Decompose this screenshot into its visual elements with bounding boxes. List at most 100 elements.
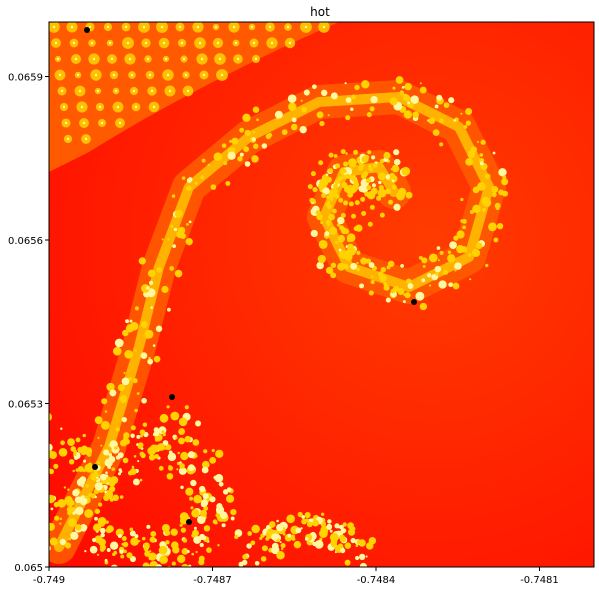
filament-dot bbox=[301, 106, 307, 113]
filament-dot bbox=[174, 269, 183, 278]
filament-dot bbox=[393, 149, 400, 156]
lattice-core bbox=[84, 137, 88, 141]
bottom-filament-dot bbox=[230, 508, 237, 516]
filament-dot bbox=[465, 107, 473, 116]
bottom-filament-dot bbox=[59, 522, 62, 525]
filament-dot bbox=[104, 410, 108, 413]
filament-dot bbox=[361, 80, 370, 89]
interior-speck bbox=[186, 519, 192, 525]
bottom-filament-dot bbox=[200, 499, 209, 507]
bottom-filament-dot bbox=[144, 548, 149, 552]
lattice-core bbox=[142, 25, 146, 29]
filament-dot bbox=[267, 132, 273, 138]
lattice-core bbox=[90, 41, 94, 45]
bottom-filament-dot bbox=[105, 471, 108, 475]
bottom-filament-dot bbox=[206, 547, 212, 553]
bottom-filament-dot bbox=[127, 470, 133, 476]
spiral-core-dot bbox=[334, 179, 340, 185]
filament-dot bbox=[380, 266, 387, 273]
bottom-filament-dot bbox=[276, 519, 279, 523]
filament-dot bbox=[129, 319, 133, 323]
lattice-core bbox=[268, 25, 272, 29]
bottom-filament-dot bbox=[60, 427, 63, 431]
filament-dot bbox=[469, 278, 472, 281]
bottom-filament-dot bbox=[68, 521, 71, 524]
filament-dot bbox=[167, 237, 170, 241]
bottom-filament-dot bbox=[339, 524, 344, 530]
bottom-filament-dot bbox=[179, 523, 183, 527]
filament-dot bbox=[300, 99, 303, 102]
bottom-filament-dot bbox=[119, 495, 124, 499]
bottom-filament-dot bbox=[190, 506, 194, 510]
filament-dot bbox=[395, 76, 404, 84]
filament-dot bbox=[123, 371, 126, 374]
lattice-core bbox=[114, 89, 118, 93]
lattice-core bbox=[252, 41, 256, 45]
bottom-filament-dot bbox=[92, 537, 97, 543]
filament-dot bbox=[161, 285, 169, 294]
filament-dot bbox=[401, 85, 405, 89]
bottom-filament-dot bbox=[209, 496, 216, 503]
filament-dot bbox=[140, 352, 148, 359]
bottom-filament-dot bbox=[139, 570, 148, 579]
bottom-filament-dot bbox=[97, 516, 107, 526]
bottom-filament-dot bbox=[202, 493, 209, 500]
filament-dot bbox=[456, 245, 465, 254]
filament-dot bbox=[188, 220, 192, 224]
filament-dot bbox=[338, 248, 342, 252]
filament-dot bbox=[96, 460, 101, 464]
bottom-filament-dot bbox=[124, 438, 130, 445]
filament-dot bbox=[276, 118, 279, 121]
bottom-filament-dot bbox=[180, 485, 184, 490]
filament-dot bbox=[153, 355, 161, 363]
filament-dot bbox=[397, 287, 405, 295]
bottom-filament-dot bbox=[104, 490, 107, 494]
bottom-filament-dot bbox=[136, 434, 141, 439]
spiral-core-dot bbox=[358, 165, 364, 171]
filament-dot bbox=[403, 110, 413, 119]
filament-dot bbox=[231, 137, 239, 145]
filament-dot bbox=[438, 118, 444, 124]
bottom-filament-dot bbox=[98, 502, 103, 507]
bottom-filament-dot bbox=[190, 479, 197, 487]
bottom-filament-dot bbox=[166, 573, 172, 579]
spiral-core-dot bbox=[354, 200, 360, 206]
filament-dot bbox=[337, 216, 345, 225]
bottom-filament-dot bbox=[172, 546, 180, 554]
bottom-filament-dot bbox=[67, 438, 75, 446]
spiral-core-dot bbox=[345, 188, 351, 194]
interior-speck bbox=[92, 464, 98, 470]
spiral-core-dot bbox=[353, 226, 359, 232]
lattice-core bbox=[288, 41, 292, 45]
filament-dot bbox=[371, 183, 377, 188]
bottom-filament-dot bbox=[77, 465, 84, 473]
bottom-filament-dot bbox=[94, 516, 98, 521]
filament-dot bbox=[498, 168, 507, 177]
spiral-core-dot bbox=[337, 176, 343, 182]
bottom-filament-dot bbox=[199, 542, 204, 548]
bottom-filament-dot bbox=[149, 561, 158, 567]
filament-dot bbox=[221, 143, 227, 149]
bottom-filament-dot bbox=[131, 465, 135, 469]
spiral-core-dot bbox=[351, 213, 357, 219]
filament-dot bbox=[330, 92, 338, 100]
filament-dot bbox=[436, 246, 441, 250]
bottom-filament-dot bbox=[209, 456, 217, 464]
bottom-filament-dot bbox=[149, 550, 152, 553]
bottom-filament-dot bbox=[211, 448, 215, 453]
filament-dot bbox=[377, 188, 387, 198]
filament-dot bbox=[412, 111, 420, 119]
bottom-filament-dot bbox=[195, 550, 198, 554]
y-tick-label: 0.0656 bbox=[8, 236, 43, 247]
filament-dot bbox=[428, 117, 436, 125]
bottom-filament-dot bbox=[201, 535, 207, 541]
plot-frame bbox=[48, 21, 595, 568]
lattice-core bbox=[144, 41, 148, 45]
lattice-core bbox=[304, 25, 308, 29]
filament-dot bbox=[181, 176, 186, 180]
bottom-filament-dot bbox=[76, 478, 86, 487]
filament-dot bbox=[434, 104, 439, 109]
bottom-filament-dot bbox=[85, 484, 89, 488]
filament-dot bbox=[347, 246, 357, 256]
bottom-filament-dot bbox=[113, 550, 118, 555]
